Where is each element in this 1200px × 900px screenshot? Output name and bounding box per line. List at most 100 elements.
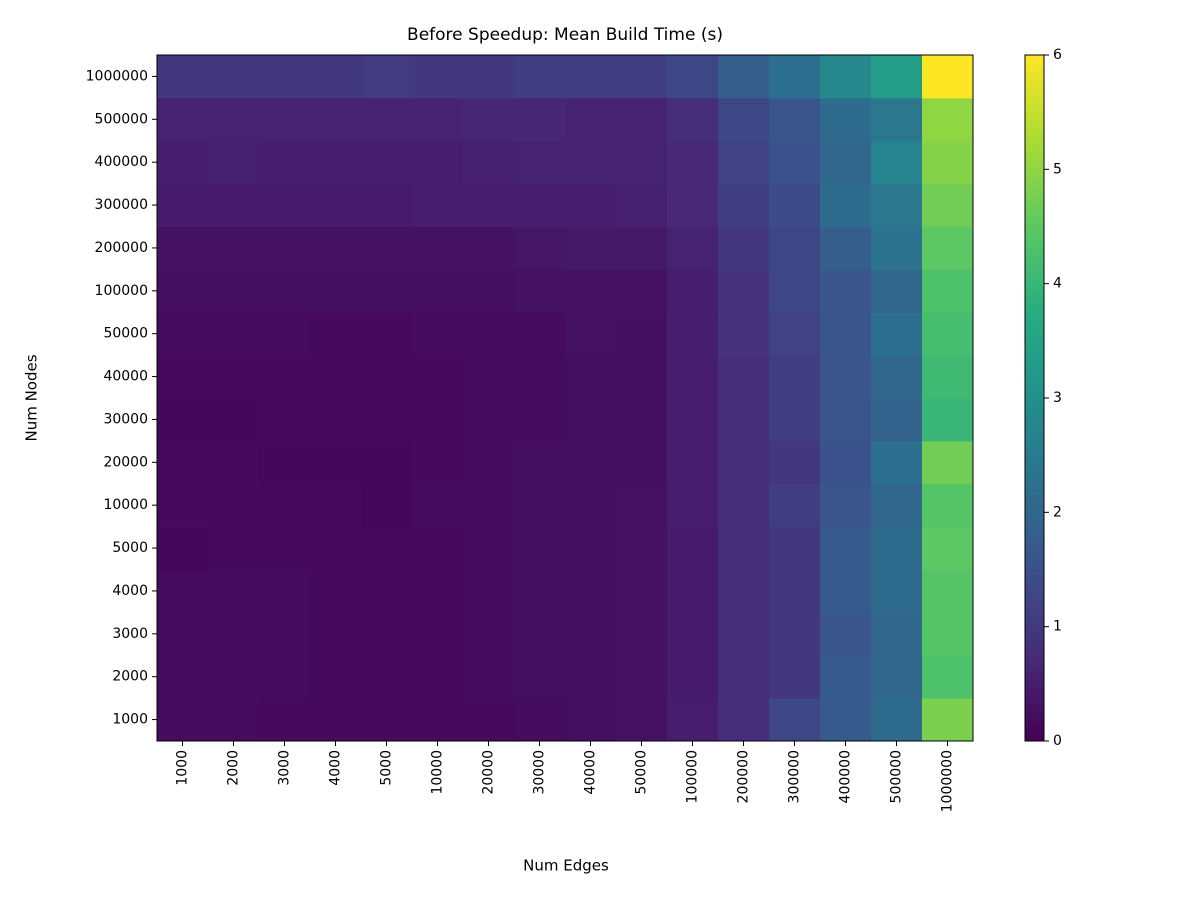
- heatmap-cell: [718, 398, 770, 442]
- heatmap-cell: [514, 183, 566, 227]
- heatmap-cell: [820, 655, 872, 699]
- heatmap-cell: [667, 612, 719, 656]
- heatmap-cell: [565, 612, 617, 656]
- heatmap-cell: [310, 140, 362, 185]
- heatmap-cell: [310, 440, 362, 485]
- heatmap-cell: [769, 226, 821, 270]
- heatmap-cell: [412, 440, 464, 485]
- heatmap-cell: [208, 612, 260, 656]
- colorbar-tick-label: 3: [1053, 390, 1062, 406]
- heatmap-cell: [361, 312, 413, 356]
- heatmap-cell: [769, 355, 821, 399]
- colorbar: [1024, 54, 1045, 742]
- heatmap-cell: [565, 398, 617, 442]
- x-tick-label: 4000: [328, 750, 344, 786]
- heatmap-cell: [157, 612, 209, 656]
- heatmap-cell: [820, 269, 872, 313]
- heatmap-cell: [718, 140, 770, 185]
- heatmap-cell: [514, 140, 566, 185]
- heatmap-cell: [667, 569, 719, 613]
- x-axis-label: Num Edges: [523, 857, 609, 875]
- heatmap-cell: [412, 526, 464, 570]
- heatmap-cell: [871, 97, 923, 142]
- x-tick-label: 500000: [889, 750, 905, 803]
- heatmap-cell: [922, 398, 974, 442]
- heatmap-cell: [922, 698, 974, 742]
- heatmap-cell: [412, 698, 464, 742]
- colorbar-tick-label: 4: [1053, 276, 1062, 292]
- heatmap-cell: [361, 569, 413, 613]
- heatmap-cell: [310, 269, 362, 313]
- heatmap-cell: [667, 526, 719, 570]
- heatmap-cell: [463, 440, 515, 485]
- heatmap-cell: [769, 183, 821, 227]
- heatmap-cell: [361, 698, 413, 742]
- heatmap-cell: [310, 183, 362, 227]
- heatmap-cell: [412, 483, 464, 528]
- y-tick-label: 10000: [103, 497, 148, 513]
- heatmap-cell: [208, 698, 260, 742]
- heatmap-cell: [718, 355, 770, 399]
- y-tick-label: 30000: [103, 411, 148, 427]
- heatmap-cell: [514, 698, 566, 742]
- heatmap-cell: [514, 97, 566, 142]
- x-tick-label: 200000: [736, 750, 752, 803]
- heatmap-cell: [718, 312, 770, 356]
- x-tick-label: 40000: [583, 750, 599, 795]
- heatmap-cell: [616, 698, 668, 742]
- heatmap-cell: [514, 440, 566, 485]
- heatmap-cell: [871, 355, 923, 399]
- x-tick-label: 5000: [379, 750, 395, 786]
- heatmap-cell: [820, 140, 872, 185]
- heatmap-cell: [259, 226, 311, 270]
- heatmap-cell: [310, 655, 362, 699]
- colorbar-tick-label: 2: [1053, 504, 1062, 520]
- heatmap-cell: [616, 183, 668, 227]
- heatmap-cell: [361, 226, 413, 270]
- y-tick-label: 5000: [112, 540, 148, 556]
- heatmap-cell: [514, 355, 566, 399]
- heatmap-cell: [514, 483, 566, 528]
- heatmap-cell: [616, 269, 668, 313]
- heatmap-cell: [922, 183, 974, 227]
- y-tick-label: 50000: [103, 326, 148, 342]
- heatmap-cell: [871, 655, 923, 699]
- heatmap-cell: [820, 226, 872, 270]
- heatmap-cell: [922, 655, 974, 699]
- heatmap-cell: [667, 312, 719, 356]
- heatmap-cell: [514, 612, 566, 656]
- heatmap-cell: [565, 55, 617, 99]
- heatmap-cell: [208, 183, 260, 227]
- heatmap-cell: [820, 569, 872, 613]
- heatmap-cell: [922, 97, 974, 142]
- heatmap-cell: [769, 269, 821, 313]
- heatmap-cell: [361, 97, 413, 142]
- heatmap-cell: [718, 269, 770, 313]
- heatmap-cell: [769, 655, 821, 699]
- heatmap-cell: [820, 483, 872, 528]
- heatmap-cell: [412, 398, 464, 442]
- heatmap-cell: [922, 612, 974, 656]
- heatmap-cell: [259, 483, 311, 528]
- heatmap-cell: [922, 440, 974, 485]
- y-tick-label: 4000: [112, 583, 148, 599]
- y-tick-label: 20000: [103, 454, 148, 470]
- heatmap-cell: [157, 226, 209, 270]
- x-tick-label: 10000: [430, 750, 446, 795]
- heatmap-cell: [361, 440, 413, 485]
- heatmap-cell: [514, 655, 566, 699]
- heatmap-cell: [718, 698, 770, 742]
- heatmap-cell: [208, 398, 260, 442]
- heatmap-cell: [667, 355, 719, 399]
- heatmap-cell: [463, 355, 515, 399]
- heatmap-cell: [157, 312, 209, 356]
- heatmap-cell: [820, 440, 872, 485]
- heatmap-cell: [616, 312, 668, 356]
- heatmap-cell: [565, 97, 617, 142]
- heatmap-cell: [361, 269, 413, 313]
- heatmap-cell: [310, 569, 362, 613]
- heatmap-cell: [616, 526, 668, 570]
- heatmap-cell: [718, 569, 770, 613]
- heatmap-cell: [463, 312, 515, 356]
- heatmap-cell: [718, 526, 770, 570]
